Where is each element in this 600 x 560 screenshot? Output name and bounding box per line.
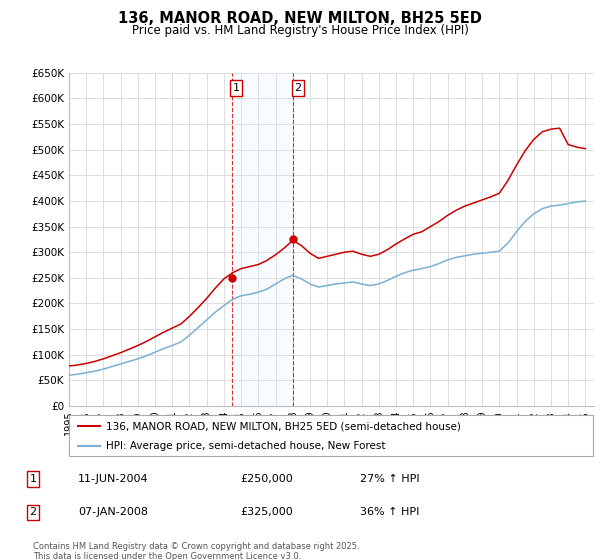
Text: Contains HM Land Registry data © Crown copyright and database right 2025.
This d: Contains HM Land Registry data © Crown c…: [33, 542, 359, 560]
Text: 11-JUN-2004: 11-JUN-2004: [78, 474, 149, 484]
FancyBboxPatch shape: [69, 416, 593, 456]
Text: 136, MANOR ROAD, NEW MILTON, BH25 5ED (semi-detached house): 136, MANOR ROAD, NEW MILTON, BH25 5ED (s…: [106, 421, 461, 431]
Text: 1: 1: [29, 474, 37, 484]
Text: 1: 1: [233, 83, 239, 93]
Text: 36% ↑ HPI: 36% ↑ HPI: [360, 507, 419, 517]
Text: £325,000: £325,000: [240, 507, 293, 517]
Text: 2: 2: [295, 83, 301, 93]
Text: 136, MANOR ROAD, NEW MILTON, BH25 5ED: 136, MANOR ROAD, NEW MILTON, BH25 5ED: [118, 11, 482, 26]
Text: 2: 2: [29, 507, 37, 517]
Bar: [232, 73, 293, 406]
Text: 27% ↑ HPI: 27% ↑ HPI: [360, 474, 419, 484]
Text: HPI: Average price, semi-detached house, New Forest: HPI: Average price, semi-detached house,…: [106, 441, 385, 451]
Text: Price paid vs. HM Land Registry's House Price Index (HPI): Price paid vs. HM Land Registry's House …: [131, 24, 469, 36]
Text: £250,000: £250,000: [240, 474, 293, 484]
Text: 07-JAN-2008: 07-JAN-2008: [78, 507, 148, 517]
